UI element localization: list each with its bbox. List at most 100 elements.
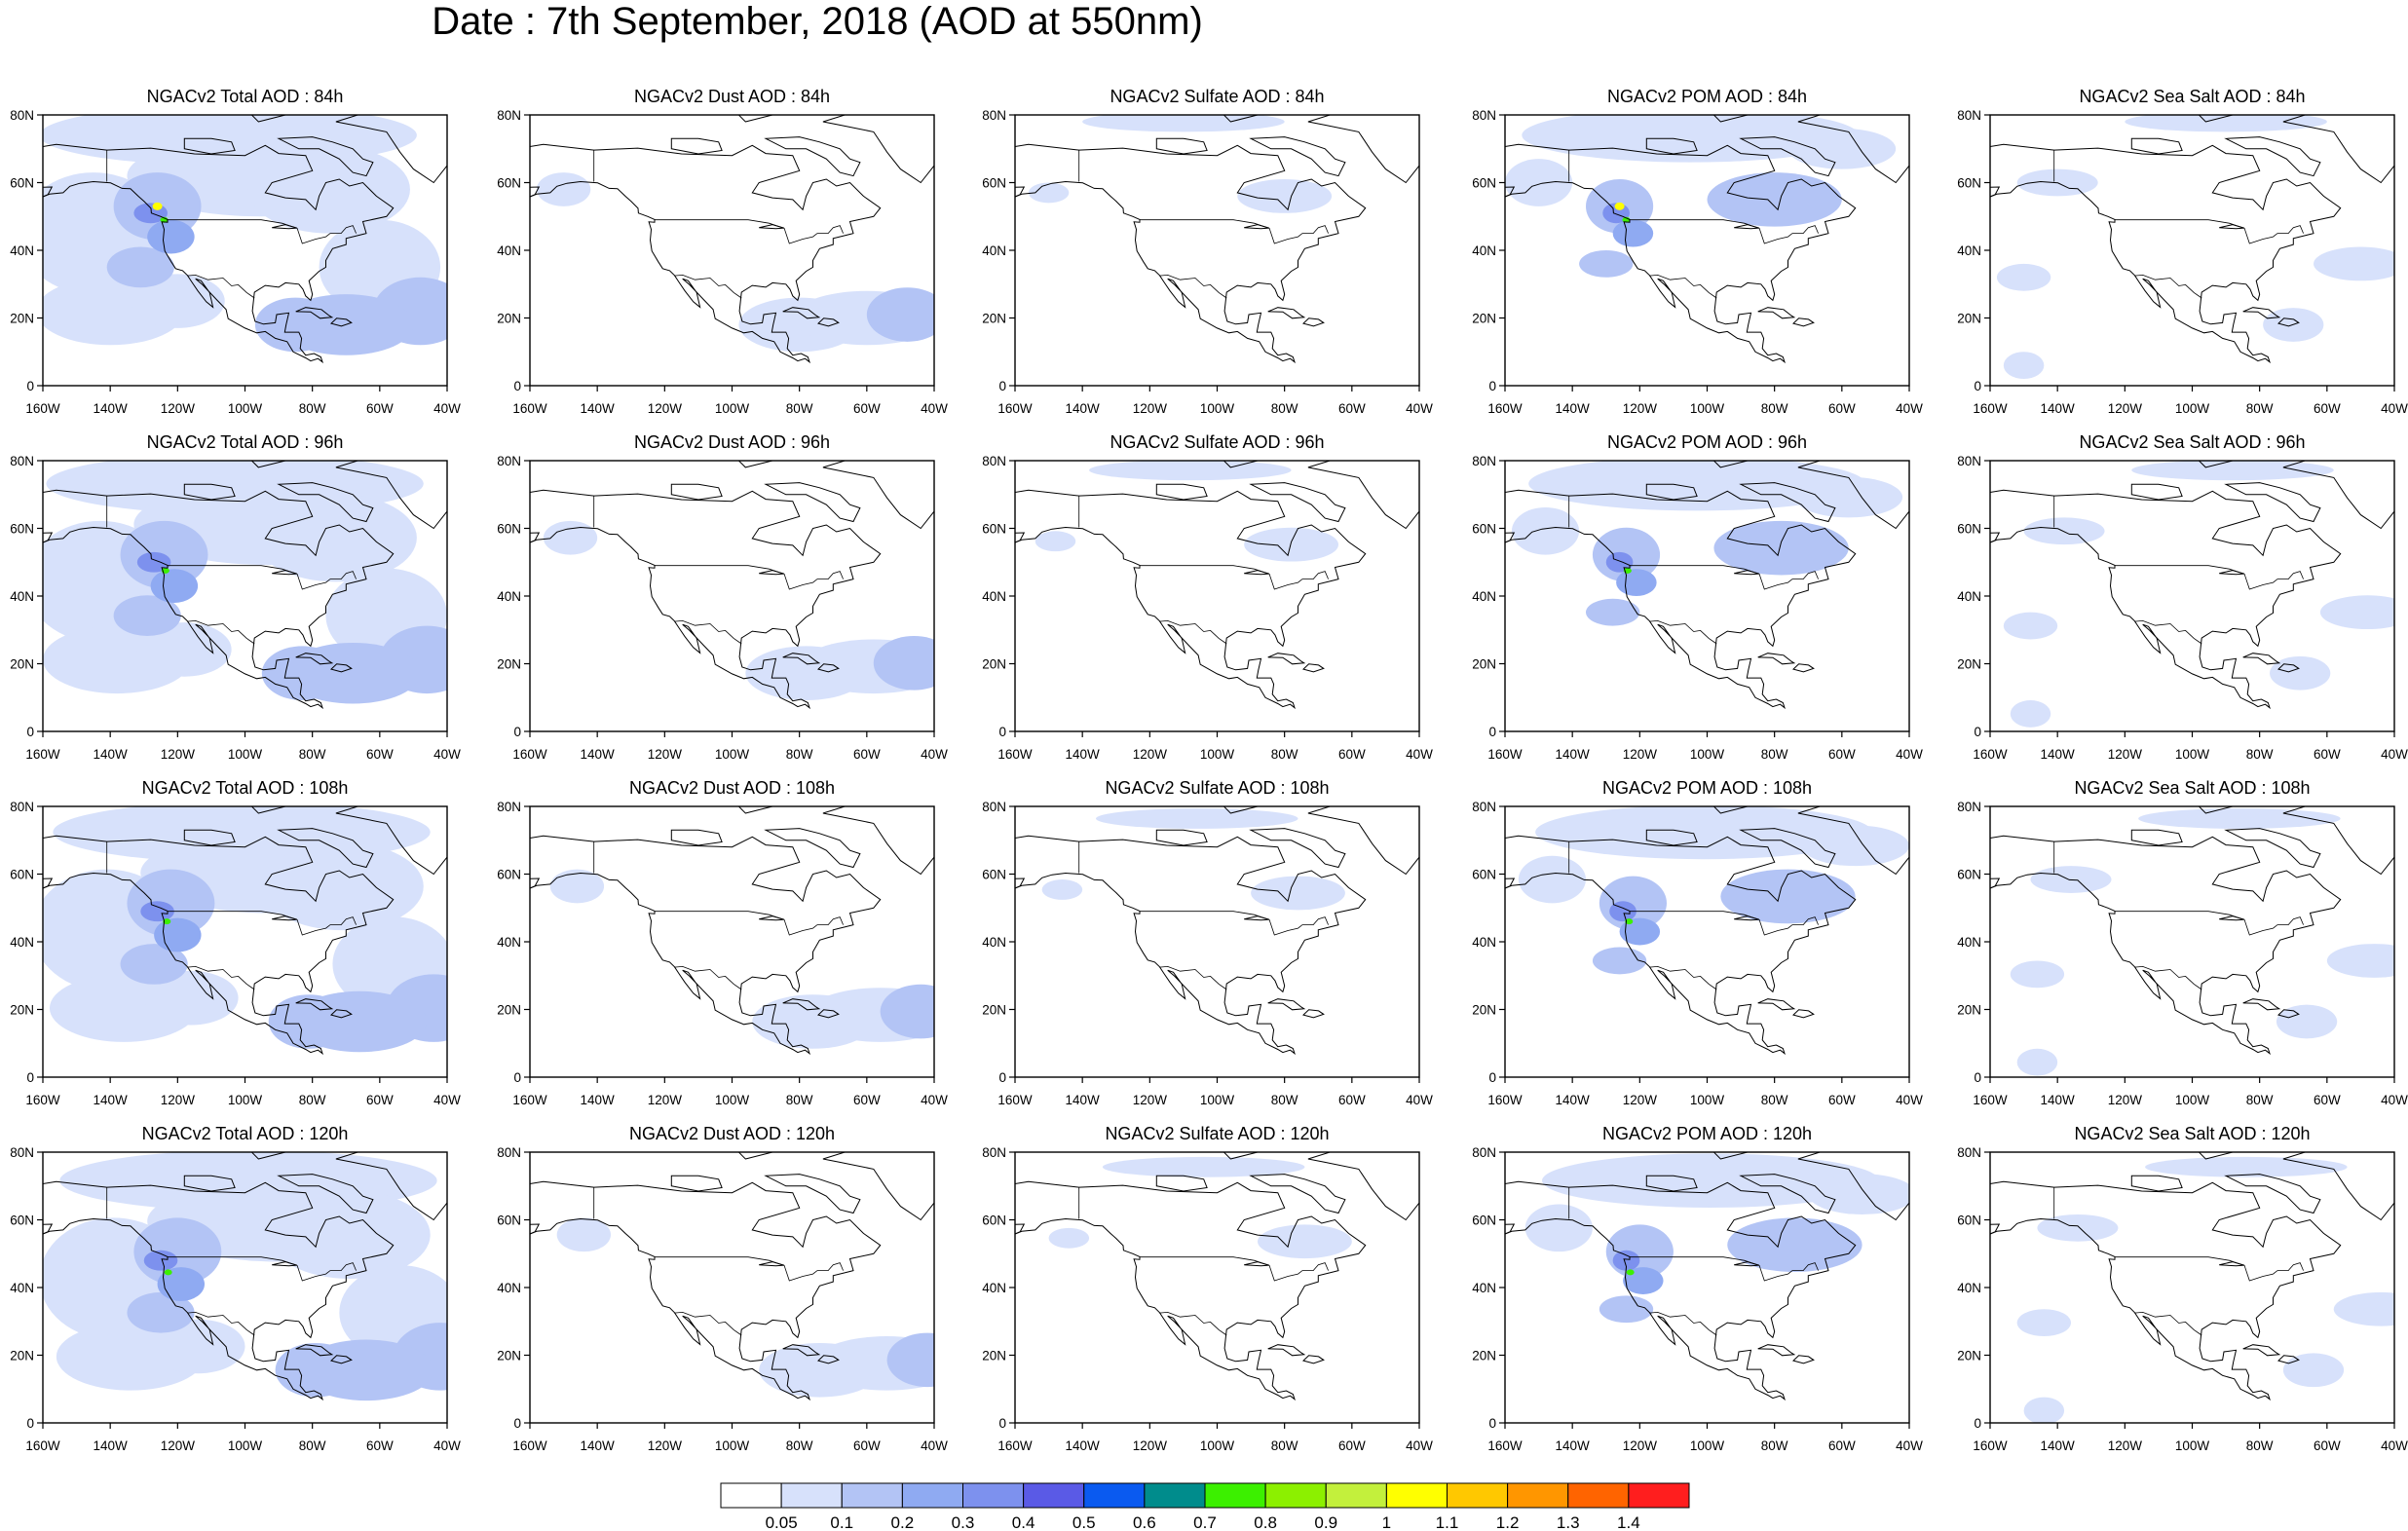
colorbar-label: 0.7 <box>1193 1513 1217 1531</box>
coastline <box>1307 806 1419 876</box>
colorbar-label: 1.3 <box>1557 1513 1580 1531</box>
coastline <box>1792 663 1815 673</box>
country-border <box>1159 965 1227 990</box>
coastline <box>1792 1355 1815 1364</box>
map-panel: NGACv2 Dust AOD : 84h 80N 60N 40N 20N 0 160W 14… <box>497 87 948 416</box>
coastlines <box>530 806 934 1056</box>
coastlines <box>530 1152 934 1401</box>
coastline <box>2224 136 2321 177</box>
panel-title: NGACv2 Sea Salt AOD : 96h <box>2079 432 2305 452</box>
coastline <box>1307 115 1419 184</box>
lat-tick-label: 80N <box>982 108 1006 123</box>
lon-tick-label: 100W <box>1690 1438 1725 1453</box>
lon-tick-label: 40W <box>1406 401 1433 416</box>
coastline <box>530 835 882 1056</box>
aod-blob <box>1522 115 1860 163</box>
map-panel: NGACv2 POM AOD : 84h 80N 60N 40N 20N 0 160W 140… <box>1472 87 1923 416</box>
aod-blob <box>1028 182 1070 204</box>
coastline <box>335 1152 447 1221</box>
coastline <box>1302 1355 1325 1364</box>
panel-title: NGACv2 Sea Salt AOD : 108h <box>2074 778 2310 798</box>
lon-tick-label: 40W <box>921 747 948 762</box>
lon-tick-label: 60W <box>366 401 394 416</box>
country-border <box>674 619 742 645</box>
map-panel: NGACv2 Sulfate AOD : 84h 80N 60N 40N 20N 0 160… <box>982 87 1433 416</box>
colorbar-swatch <box>1447 1482 1509 1509</box>
aod-field <box>1048 1156 1352 1259</box>
lat-tick-label: 60N <box>497 176 521 191</box>
aod-blob <box>2023 1397 2065 1423</box>
lon-tick-label: 40W <box>1896 1438 1923 1453</box>
aod-blob <box>543 520 598 555</box>
panel-title: NGACv2 Dust AOD : 120h <box>629 1124 835 1143</box>
lon-tick-label: 60W <box>1338 1438 1366 1453</box>
aod-blob <box>2314 246 2394 281</box>
coastline <box>330 317 353 327</box>
map-panel: NGACv2 Dust AOD : 120h 80N 60N 40N 20N 0 160W 1… <box>497 1124 948 1453</box>
aod-field <box>43 461 447 704</box>
lon-tick-label: 40W <box>1896 401 1923 416</box>
lat-tick-label: 0 <box>998 1416 1006 1431</box>
country-border <box>2114 1256 2304 1282</box>
coastlines <box>530 115 934 364</box>
coastline <box>1645 829 1698 846</box>
lon-tick-label: 100W <box>2175 401 2210 416</box>
lon-tick-label: 120W <box>1133 1093 1168 1107</box>
lat-tick-label: 20N <box>1957 657 1981 672</box>
panel-title: NGACv2 Sea Salt AOD : 120h <box>2074 1124 2310 1143</box>
lat-tick-label: 60N <box>982 522 1006 537</box>
aod-field <box>2010 808 2394 1076</box>
lat-tick-label: 60N <box>1472 868 1496 882</box>
colorbar-swatch <box>962 1482 1025 1509</box>
aod-blob <box>1787 128 1897 169</box>
aod-blob <box>1505 159 1573 206</box>
lon-tick-label: 140W <box>581 747 616 762</box>
lat-tick-label: 80N <box>10 800 34 814</box>
country-border <box>187 1311 255 1336</box>
lat-tick-label: 80N <box>497 800 521 814</box>
lat-tick-label: 20N <box>982 1003 1006 1018</box>
lat-tick-label: 0 <box>26 1070 34 1085</box>
lon-tick-label: 40W <box>433 1438 461 1453</box>
lon-tick-label: 60W <box>1338 747 1366 762</box>
lon-tick-label: 60W <box>1828 1093 1856 1107</box>
coastline <box>330 1355 353 1364</box>
coastlines <box>1990 1152 2394 1401</box>
lon-tick-label: 60W <box>1338 1093 1366 1107</box>
country-border <box>1649 619 1717 645</box>
lon-tick-label: 160W <box>1973 747 2008 762</box>
coastline <box>530 1180 882 1401</box>
lon-tick-label: 140W <box>581 401 616 416</box>
lon-tick-label: 60W <box>853 747 881 762</box>
lat-tick-label: 20N <box>497 657 521 672</box>
lon-tick-label: 80W <box>299 1093 326 1107</box>
country-border <box>167 1256 357 1282</box>
lon-tick-label: 160W <box>997 1438 1033 1453</box>
lon-tick-label: 100W <box>715 401 750 416</box>
coastline <box>1302 1009 1325 1019</box>
lon-tick-label: 100W <box>1690 401 1725 416</box>
aod-blob <box>2145 1156 2348 1177</box>
aod-blob <box>1612 1250 1640 1271</box>
lon-tick-label: 140W <box>1066 1438 1101 1453</box>
coastline <box>2282 1152 2394 1221</box>
lat-tick-label: 60N <box>982 176 1006 191</box>
colorbar-label: 1 <box>1382 1513 1391 1531</box>
lat-tick-label: 20N <box>1957 312 1981 326</box>
aod-blob <box>1082 115 1285 132</box>
map-panel: NGACv2 POM AOD : 120h 80N 60N 40N 20N 0 160W 14… <box>1472 1124 1923 1453</box>
aod-field <box>2016 1156 2394 1423</box>
coastlines <box>1505 806 1909 1056</box>
coastline <box>670 829 723 846</box>
lat-tick-label: 0 <box>1488 1416 1496 1431</box>
lat-tick-label: 40N <box>497 1281 521 1295</box>
aod-blob <box>254 494 417 582</box>
coastline <box>1155 829 1208 846</box>
lon-tick-label: 60W <box>2314 401 2341 416</box>
aod-blob <box>1996 263 2051 291</box>
lat-tick-label: 20N <box>1472 1003 1496 1018</box>
coastline <box>1990 143 2342 364</box>
lon-tick-label: 80W <box>2246 1438 2274 1453</box>
lon-tick-label: 60W <box>366 747 394 762</box>
